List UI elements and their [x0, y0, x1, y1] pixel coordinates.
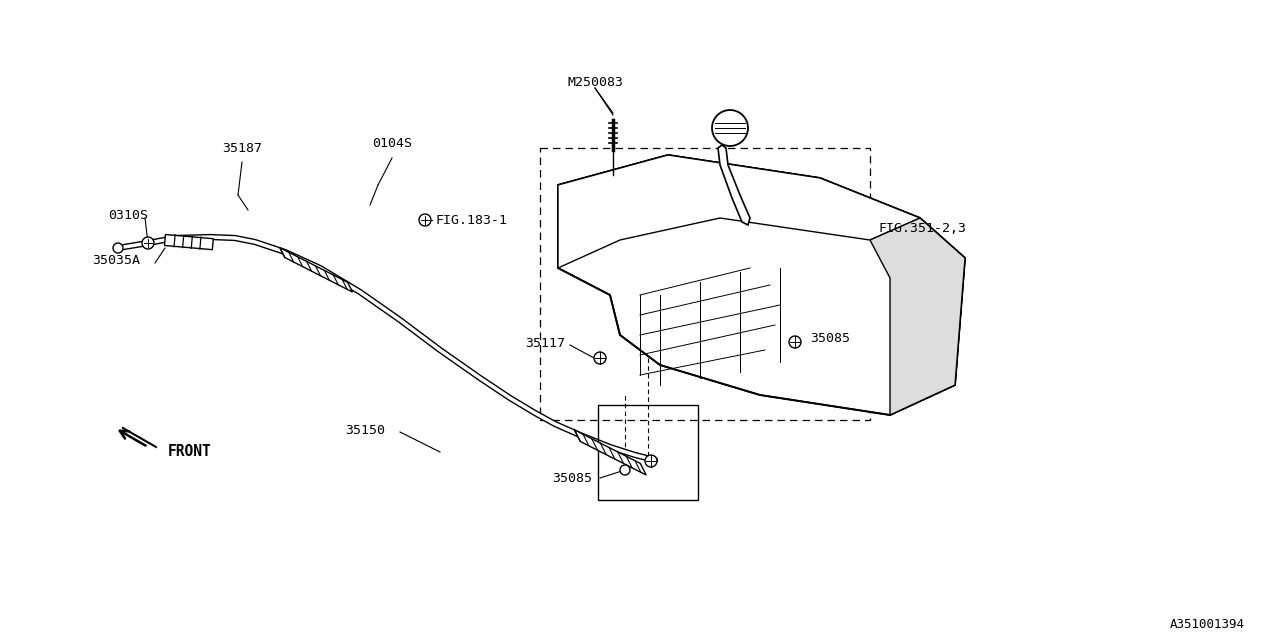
Circle shape — [620, 465, 630, 475]
Polygon shape — [165, 234, 214, 250]
Circle shape — [645, 455, 657, 467]
Circle shape — [712, 110, 748, 146]
Polygon shape — [718, 145, 750, 225]
Polygon shape — [575, 430, 646, 475]
Circle shape — [142, 237, 154, 249]
Polygon shape — [558, 155, 965, 415]
Circle shape — [788, 336, 801, 348]
Circle shape — [419, 214, 431, 226]
Text: M250083: M250083 — [567, 76, 623, 88]
Text: 35085: 35085 — [810, 332, 850, 344]
Text: 35117: 35117 — [525, 337, 564, 349]
Text: 35085: 35085 — [552, 472, 593, 484]
Text: 0104S: 0104S — [372, 136, 412, 150]
Polygon shape — [558, 155, 920, 268]
Circle shape — [113, 243, 123, 253]
Circle shape — [594, 352, 605, 364]
Text: 35035A: 35035A — [92, 253, 140, 266]
Text: FIG.183-1: FIG.183-1 — [435, 214, 507, 227]
Text: A351001394: A351001394 — [1170, 618, 1245, 632]
Text: 35187: 35187 — [221, 141, 262, 154]
Polygon shape — [280, 248, 352, 292]
Text: 35150: 35150 — [346, 424, 385, 436]
Polygon shape — [870, 218, 965, 415]
Text: FRONT: FRONT — [168, 445, 211, 460]
Text: 0310S: 0310S — [108, 209, 148, 221]
Text: FIG.351-2,3: FIG.351-2,3 — [878, 221, 966, 234]
